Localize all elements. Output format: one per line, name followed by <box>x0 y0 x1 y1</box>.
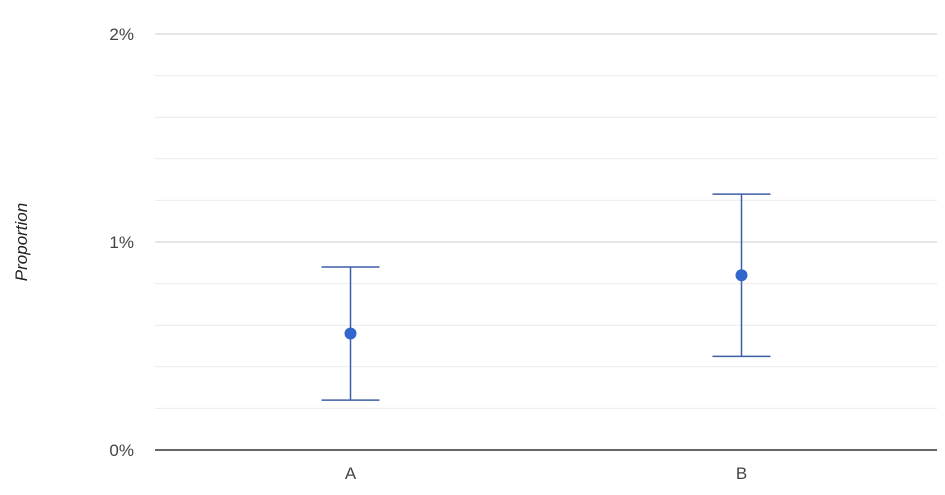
y-axis-title: Proportion <box>12 203 31 281</box>
x-tick-label: A <box>345 464 357 483</box>
y-tick-label: 0% <box>109 441 134 460</box>
grid-layer <box>155 33 937 409</box>
data-marks <box>321 193 771 401</box>
data-point <box>344 327 357 340</box>
data-point <box>735 269 748 282</box>
y-tick-label: 2% <box>109 25 134 44</box>
y-tick-label: 1% <box>109 233 134 252</box>
x-tick-label: B <box>736 464 747 483</box>
y-axis-ticks: 0% 1% 2% <box>109 25 134 460</box>
